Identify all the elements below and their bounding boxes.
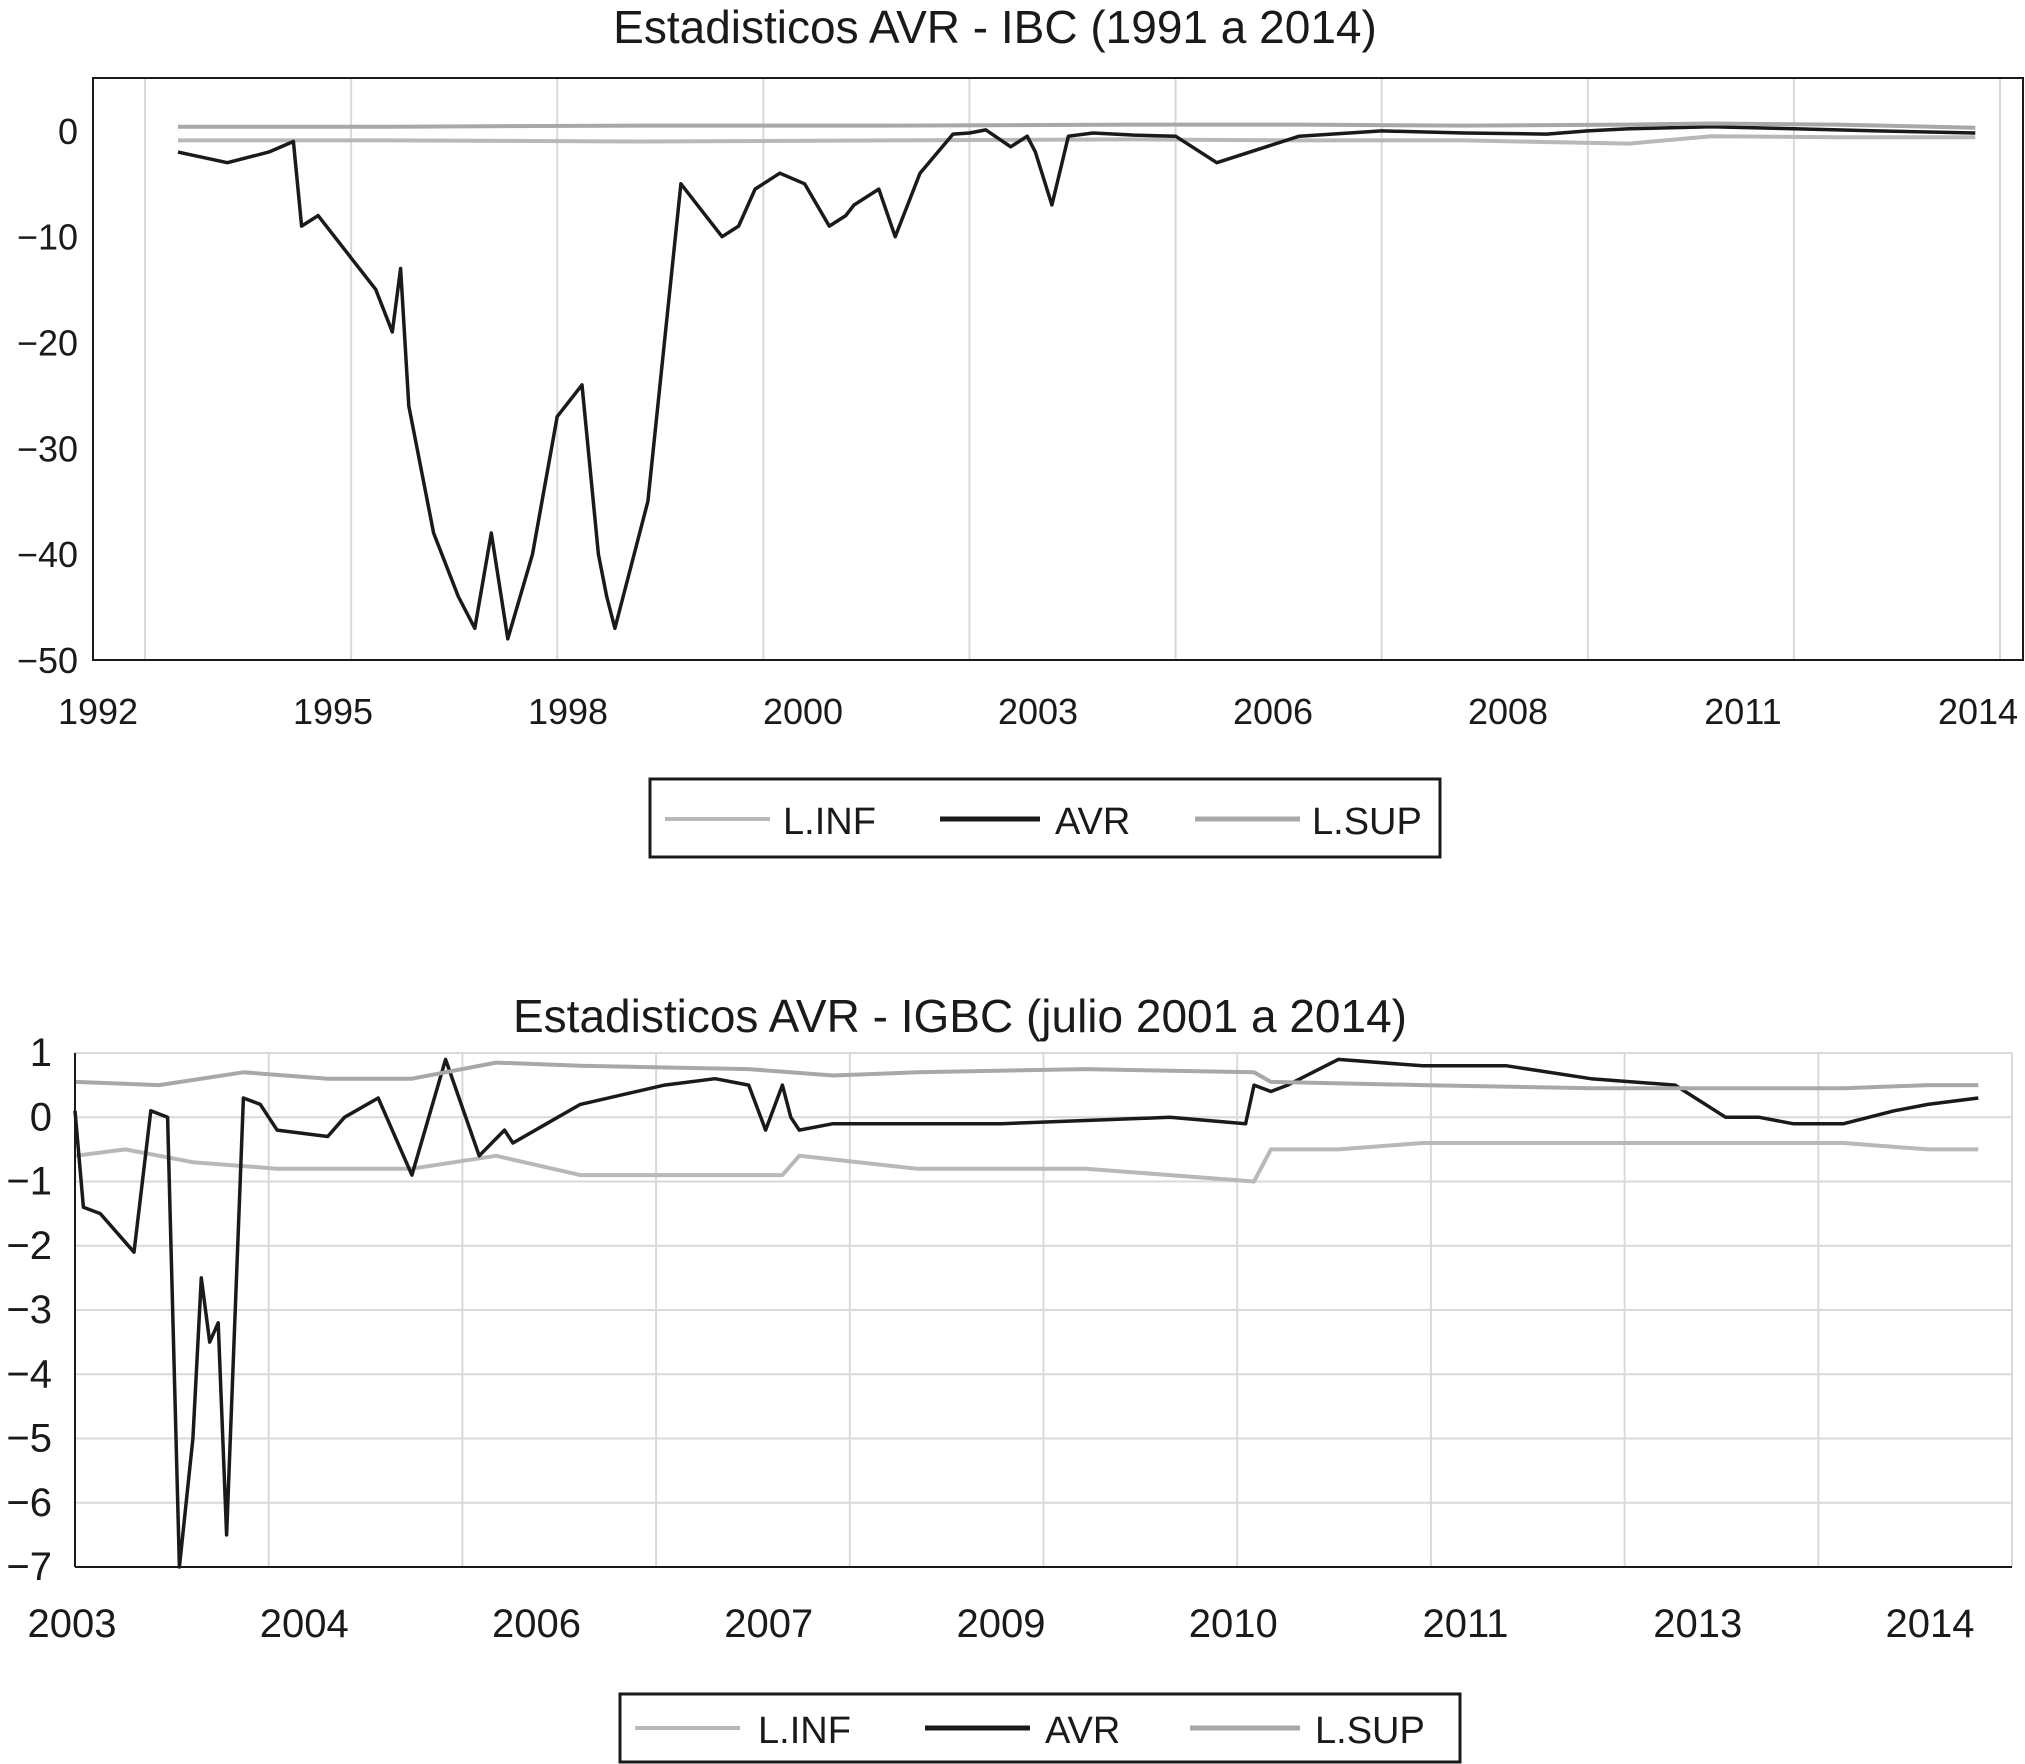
legend-box xyxy=(648,777,1442,859)
x-tick-label: 2003 xyxy=(998,691,1078,732)
y-tick-label: −1 xyxy=(6,1160,52,1204)
x-tick-label: 2006 xyxy=(1233,691,1313,732)
y-tick-label: −20 xyxy=(17,323,78,364)
x-tick-label: 2014 xyxy=(1886,1602,1975,1646)
x-tick-label: 2014 xyxy=(1938,691,2018,732)
legend-box xyxy=(618,1692,1462,1764)
y-tick-label: −7 xyxy=(6,1545,52,1589)
y-tick-label: 0 xyxy=(30,1095,52,1139)
x-axis-ticks: 1992 1995 1998 2000 2003 2006 2008 2011 2014 xyxy=(58,691,2018,732)
y-tick-label: −3 xyxy=(6,1288,52,1332)
y-tick-label: −6 xyxy=(6,1481,52,1525)
y-tick-label: 0 xyxy=(58,111,78,152)
y-tick-label: −40 xyxy=(17,534,78,575)
legend-label-l-sup: L.SUP xyxy=(1315,1710,1425,1752)
plot-area-frame xyxy=(92,77,2024,661)
chart-ibc: Estadisticos AVR - IBC (1991 a 2014) 0 −1… xyxy=(17,1,2024,859)
x-tick-label: 2011 xyxy=(1704,691,1781,732)
legend-label-avr: AVR xyxy=(1055,801,1130,843)
series-line-l-inf xyxy=(74,1141,1979,1184)
gridlines xyxy=(144,78,2001,660)
series-line-avr xyxy=(73,1057,1979,1569)
y-tick-label: −50 xyxy=(17,640,78,681)
series-line-l-sup xyxy=(178,121,1976,130)
series-line-l-sup xyxy=(74,1060,1979,1091)
x-tick-label: 2009 xyxy=(957,1602,1046,1646)
x-tick-label: 2010 xyxy=(1189,1602,1278,1646)
x-tick-label: 2011 xyxy=(1422,1602,1508,1646)
y-tick-label: −10 xyxy=(17,217,78,258)
chart-igbc: Estadisticos AVR - IGBC (julio 2001 a 20… xyxy=(6,990,2013,1764)
series-group xyxy=(177,121,1976,641)
x-tick-label: 2013 xyxy=(1653,1602,1742,1646)
x-tick-label: 1998 xyxy=(528,691,608,732)
y-tick-label: −4 xyxy=(6,1352,52,1396)
legend-label-l-sup: L.SUP xyxy=(1312,801,1422,843)
y-tick-label: −30 xyxy=(17,428,78,469)
x-tick-label: 2003 xyxy=(28,1602,117,1646)
chart-title: Estadisticos AVR - IGBC (julio 2001 a 20… xyxy=(513,990,1407,1042)
series-line-l-inf xyxy=(178,134,1976,146)
x-tick-label: 2004 xyxy=(260,1602,349,1646)
legend-label-avr: AVR xyxy=(1045,1710,1120,1752)
x-tick-label: 2007 xyxy=(724,1602,813,1646)
legend-label-l-inf: L.INF xyxy=(758,1710,851,1752)
x-tick-label: 2008 xyxy=(1468,691,1548,732)
chart-title: Estadisticos AVR - IBC (1991 a 2014) xyxy=(613,1,1377,53)
legend: L.INF AVR L.SUP xyxy=(648,777,1442,859)
x-axis-ticks: 2003 2004 2006 2007 2009 2010 2011 2013 2014 xyxy=(28,1602,1975,1646)
legend-label-l-inf: L.INF xyxy=(783,801,876,843)
x-tick-label: 2000 xyxy=(763,691,843,732)
series-line-avr xyxy=(177,124,1976,641)
y-tick-label: −5 xyxy=(6,1417,52,1461)
gridlines xyxy=(74,1052,2013,1568)
x-tick-label: 1992 xyxy=(58,691,138,732)
series-group xyxy=(73,1057,1979,1569)
y-axis-ticks: 1 0 −1 −2 −3 −4 −5 −6 −7 xyxy=(6,1031,52,1589)
y-axis-ticks: 0 −10 −20 −30 −40 −50 xyxy=(17,111,78,681)
y-tick-label: 1 xyxy=(30,1031,52,1075)
x-tick-label: 2006 xyxy=(492,1602,581,1646)
y-tick-label: −2 xyxy=(6,1224,52,1268)
legend: L.INF AVR L.SUP xyxy=(618,1692,1462,1764)
x-tick-label: 1995 xyxy=(293,691,373,732)
